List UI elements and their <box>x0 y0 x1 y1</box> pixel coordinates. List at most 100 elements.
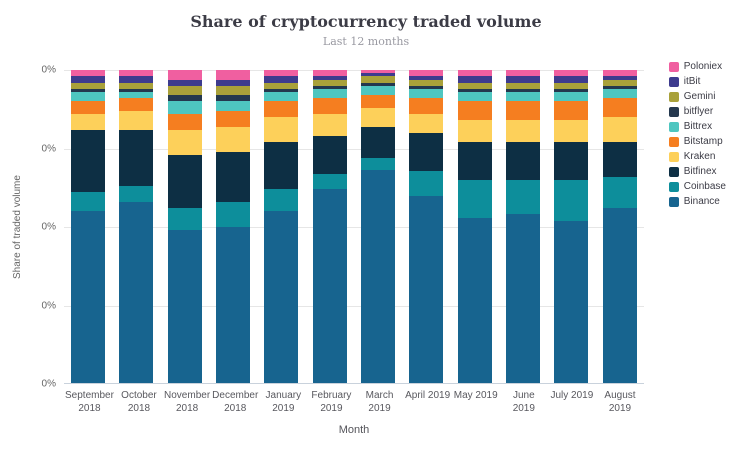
bar-segment-poloniex[interactable] <box>361 70 396 74</box>
bar-segment-binance[interactable] <box>312 189 347 384</box>
bar-segment-gemini[interactable] <box>602 79 637 86</box>
bar-segment-itbit[interactable] <box>312 76 347 80</box>
bar-segment-bitfinex[interactable] <box>506 142 541 180</box>
bar-segment-bitstamp[interactable] <box>361 95 396 108</box>
bar-segment-bitstamp[interactable] <box>71 101 106 114</box>
stacked-bar[interactable] <box>264 70 299 384</box>
bar-segment-bitstamp[interactable] <box>264 101 299 118</box>
bar-segment-kraken[interactable] <box>216 126 251 152</box>
stacked-bar[interactable] <box>506 70 541 384</box>
bar-segment-coinbase[interactable] <box>602 176 637 209</box>
bar-segment-kraken[interactable] <box>119 110 154 130</box>
bar-segment-itbit[interactable] <box>264 76 299 83</box>
bar-segment-bitfinex[interactable] <box>602 142 637 177</box>
bar-segment-gemini[interactable] <box>361 76 396 83</box>
bar-segment-coinbase[interactable] <box>119 186 154 202</box>
bar-segment-gemini[interactable] <box>409 79 444 86</box>
bar-segment-binance[interactable] <box>554 220 589 384</box>
bar-segment-bitstamp[interactable] <box>457 101 492 121</box>
bar-segment-bitfinex[interactable] <box>119 129 154 187</box>
legend-item-coinbase[interactable]: Coinbase <box>668 181 726 192</box>
bar-segment-bitstamp[interactable] <box>216 110 251 127</box>
bar-segment-bitstamp[interactable] <box>602 98 637 118</box>
bar-segment-gemini[interactable] <box>264 82 299 89</box>
legend-item-bitfinex[interactable]: Bitfinex <box>668 166 726 177</box>
bar-segment-gemini[interactable] <box>216 85 251 96</box>
stacked-bar[interactable] <box>216 70 251 384</box>
legend-item-bittrex[interactable]: Bittrex <box>668 121 726 132</box>
bar-segment-bitflyer[interactable] <box>216 95 251 102</box>
bar-segment-bittrex[interactable] <box>71 92 106 102</box>
bar-segment-kraken[interactable] <box>71 114 106 130</box>
bar-segment-poloniex[interactable] <box>264 70 299 77</box>
bar-segment-binance[interactable] <box>167 230 202 384</box>
bar-segment-binance[interactable] <box>216 227 251 384</box>
bar-segment-bitflyer[interactable] <box>71 88 106 93</box>
bar-segment-itbit[interactable] <box>409 76 444 80</box>
bar-segment-kraken[interactable] <box>506 120 541 143</box>
bar-segment-bitfinex[interactable] <box>409 132 444 171</box>
bar-segment-kraken[interactable] <box>264 117 299 143</box>
bar-segment-bittrex[interactable] <box>119 92 154 99</box>
bar-segment-bitflyer[interactable] <box>506 88 541 93</box>
stacked-bar[interactable] <box>119 70 154 384</box>
bar-segment-bittrex[interactable] <box>457 92 492 102</box>
stacked-bar[interactable] <box>602 70 637 384</box>
bar-segment-bitfinex[interactable] <box>361 126 396 158</box>
bar-segment-poloniex[interactable] <box>312 70 347 77</box>
bar-segment-binance[interactable] <box>71 211 106 384</box>
bar-segment-itbit[interactable] <box>457 76 492 83</box>
bar-segment-bitflyer[interactable] <box>167 95 202 102</box>
bar-segment-binance[interactable] <box>602 208 637 384</box>
legend-item-itbit[interactable]: itBit <box>668 76 726 87</box>
bar-segment-gemini[interactable] <box>167 85 202 96</box>
bar-segment-poloniex[interactable] <box>602 70 637 77</box>
bar-segment-bittrex[interactable] <box>506 92 541 102</box>
bar-segment-coinbase[interactable] <box>167 208 202 231</box>
bar-segment-coinbase[interactable] <box>71 192 106 212</box>
bar-segment-kraken[interactable] <box>602 117 637 143</box>
bar-segment-bittrex[interactable] <box>312 88 347 99</box>
bar-segment-itbit[interactable] <box>119 76 154 83</box>
legend-item-bitflyer[interactable]: bitflyer <box>668 106 726 117</box>
bar-segment-itbit[interactable] <box>602 76 637 80</box>
bar-segment-itbit[interactable] <box>216 79 251 86</box>
bar-segment-poloniex[interactable] <box>457 70 492 77</box>
stacked-bar[interactable] <box>167 70 202 384</box>
stacked-bar[interactable] <box>361 70 396 384</box>
bar-segment-poloniex[interactable] <box>71 70 106 77</box>
bar-segment-itbit[interactable] <box>71 76 106 83</box>
bar-segment-bittrex[interactable] <box>264 92 299 102</box>
bar-segment-bitfinex[interactable] <box>71 129 106 193</box>
bar-segment-gemini[interactable] <box>506 82 541 89</box>
bar-segment-binance[interactable] <box>264 211 299 384</box>
bar-segment-coinbase[interactable] <box>506 179 541 215</box>
bar-segment-bitflyer[interactable] <box>554 88 589 93</box>
bar-segment-itbit[interactable] <box>506 76 541 83</box>
bar-segment-bitstamp[interactable] <box>167 114 202 130</box>
bar-segment-coinbase[interactable] <box>216 201 251 227</box>
legend-item-poloniex[interactable]: Poloniex <box>668 61 726 72</box>
bar-segment-kraken[interactable] <box>554 120 589 143</box>
bar-segment-bitflyer[interactable] <box>602 85 637 89</box>
stacked-bar[interactable] <box>312 70 347 384</box>
stacked-bar[interactable] <box>71 70 106 384</box>
bar-segment-poloniex[interactable] <box>167 70 202 80</box>
bar-segment-bitflyer[interactable] <box>457 88 492 93</box>
bar-segment-bitflyer[interactable] <box>312 85 347 89</box>
bar-segment-coinbase[interactable] <box>264 189 299 212</box>
bar-segment-coinbase[interactable] <box>554 179 589 221</box>
bar-segment-itbit[interactable] <box>167 79 202 86</box>
bar-segment-poloniex[interactable] <box>506 70 541 77</box>
bar-segment-bitfinex[interactable] <box>264 142 299 190</box>
bar-segment-kraken[interactable] <box>457 120 492 143</box>
bar-segment-coinbase[interactable] <box>361 157 396 171</box>
bar-segment-coinbase[interactable] <box>312 173 347 190</box>
legend-item-kraken[interactable]: Kraken <box>668 151 726 162</box>
bar-segment-poloniex[interactable] <box>216 70 251 80</box>
bar-segment-bittrex[interactable] <box>216 101 251 111</box>
bar-segment-bittrex[interactable] <box>409 88 444 99</box>
bar-segment-bittrex[interactable] <box>167 101 202 114</box>
bar-segment-itbit[interactable] <box>554 76 589 83</box>
bar-segment-bitstamp[interactable] <box>409 98 444 114</box>
